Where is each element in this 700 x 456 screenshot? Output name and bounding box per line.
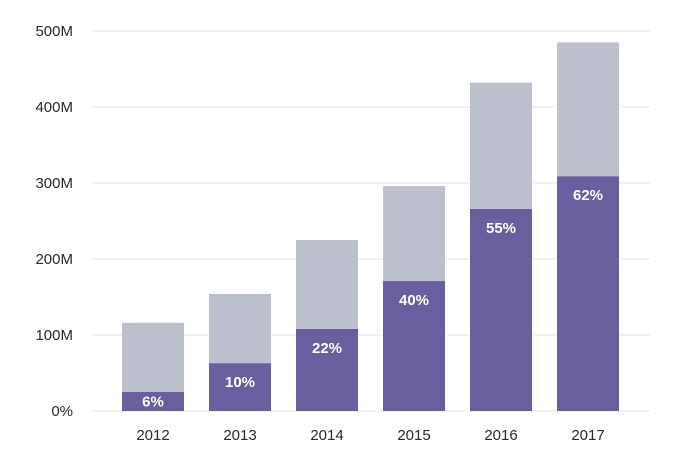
bar-segment-lower-2012 [122, 392, 184, 411]
bars: 6% 10% 22% 40% 55% 62% [122, 42, 619, 411]
y-tick-label: 100M [35, 327, 73, 344]
bar-segment-upper-2017 [557, 42, 619, 177]
bar-segment-lower-2016 [470, 208, 532, 411]
bar-segment-upper-2016 [470, 82, 532, 209]
bar-segment-upper-2013 [209, 293, 271, 364]
bar-value-label: 10% [225, 374, 255, 391]
y-tick-label: 300M [35, 175, 73, 192]
x-tick-label: 2016 [484, 427, 517, 444]
bar-segment-upper-2012 [122, 322, 184, 392]
y-tick-label: 400M [35, 99, 73, 116]
y-tick-label: 500M [35, 23, 73, 40]
x-tick-label: 2015 [397, 427, 430, 444]
bar-segment-lower-2013 [209, 363, 271, 411]
bar-segment-upper-2015 [383, 186, 445, 282]
bar-segment-lower-2015 [383, 281, 445, 411]
bar-value-label: 40% [399, 292, 429, 309]
bar-segment-lower-2014 [296, 328, 358, 411]
bar-value-label: 22% [312, 340, 342, 357]
y-tick-label: 0% [51, 403, 73, 420]
x-tick-label: 2013 [223, 427, 256, 444]
bar-segment-lower-2017 [557, 176, 619, 411]
bar-value-label: 6% [142, 394, 164, 411]
y-axis: 0% 100M 200M 300M 400M 500M [35, 23, 73, 420]
x-axis: 2012 2013 2014 2015 2016 2017 [136, 427, 604, 444]
bar-segment-upper-2014 [296, 240, 358, 329]
bar-value-label: 62% [573, 187, 603, 204]
x-tick-label: 2012 [136, 427, 169, 444]
y-tick-label: 200M [35, 251, 73, 268]
bar-value-label: 55% [486, 220, 516, 237]
x-tick-label: 2017 [571, 427, 604, 444]
x-tick-label: 2014 [310, 427, 343, 444]
